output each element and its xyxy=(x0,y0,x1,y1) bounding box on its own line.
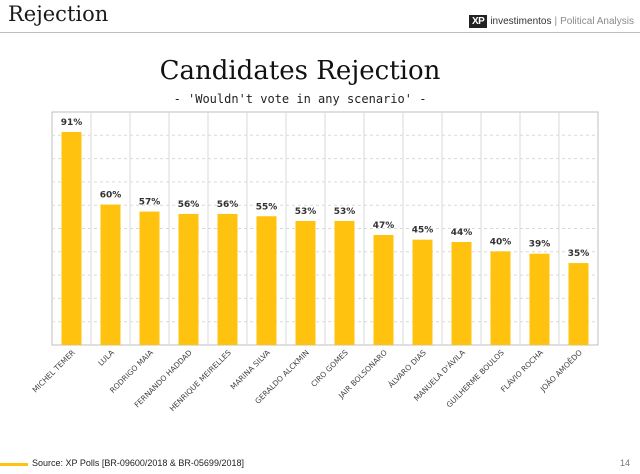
brand-name: investimentos xyxy=(490,15,552,27)
source-note: Source: XP Polls [BR-09600/2018 & BR-056… xyxy=(32,458,244,468)
bar xyxy=(334,220,355,345)
footer-accent-line xyxy=(0,463,28,466)
bar xyxy=(373,234,394,345)
data-label: 56% xyxy=(217,200,239,210)
tick-label: JOÃO AMOÊDO xyxy=(538,348,584,394)
data-label: 91% xyxy=(61,118,83,128)
bar xyxy=(490,251,511,345)
data-label: 40% xyxy=(490,237,512,247)
xp-logo: XP xyxy=(468,14,488,28)
tick-label: CIRO GOMES xyxy=(309,348,350,389)
data-label: 47% xyxy=(373,221,395,231)
bar xyxy=(256,216,277,345)
tick-label: MICHEL TEMER xyxy=(31,348,77,394)
header-divider xyxy=(0,32,640,33)
data-label: 45% xyxy=(412,226,434,236)
page-number: 14 xyxy=(619,458,630,468)
brand-tagline: Political Analysis xyxy=(560,15,634,27)
bar xyxy=(295,220,316,345)
data-label: 60% xyxy=(100,191,122,201)
bar xyxy=(529,253,550,345)
tick-label: ÁLVARO DIAS xyxy=(386,348,428,390)
tick-label: LULA xyxy=(96,347,116,367)
data-label: 53% xyxy=(334,207,356,217)
brand-logo-area: XP investimentos | Political Analysis xyxy=(468,13,634,29)
bar xyxy=(178,213,199,345)
tick-label: MARINA SILVA xyxy=(229,347,273,391)
brand-divider: | xyxy=(554,15,558,27)
data-label: 39% xyxy=(529,240,551,250)
data-label: 57% xyxy=(139,198,161,208)
slide-title: Rejection xyxy=(8,2,109,26)
bar xyxy=(61,132,82,345)
data-label: 35% xyxy=(568,249,590,259)
bar xyxy=(568,263,589,345)
chart-title: Candidates Rejection xyxy=(159,56,441,86)
chart-subtitle: - 'Wouldn't vote in any scenario' - xyxy=(173,92,427,106)
data-label: 44% xyxy=(451,228,473,238)
bar xyxy=(412,239,433,345)
data-label: 53% xyxy=(295,207,317,217)
bar xyxy=(451,242,472,345)
bar xyxy=(139,211,160,345)
data-label: 56% xyxy=(178,200,200,210)
bar xyxy=(100,204,121,345)
bar xyxy=(217,213,238,345)
data-label: 55% xyxy=(256,202,278,212)
